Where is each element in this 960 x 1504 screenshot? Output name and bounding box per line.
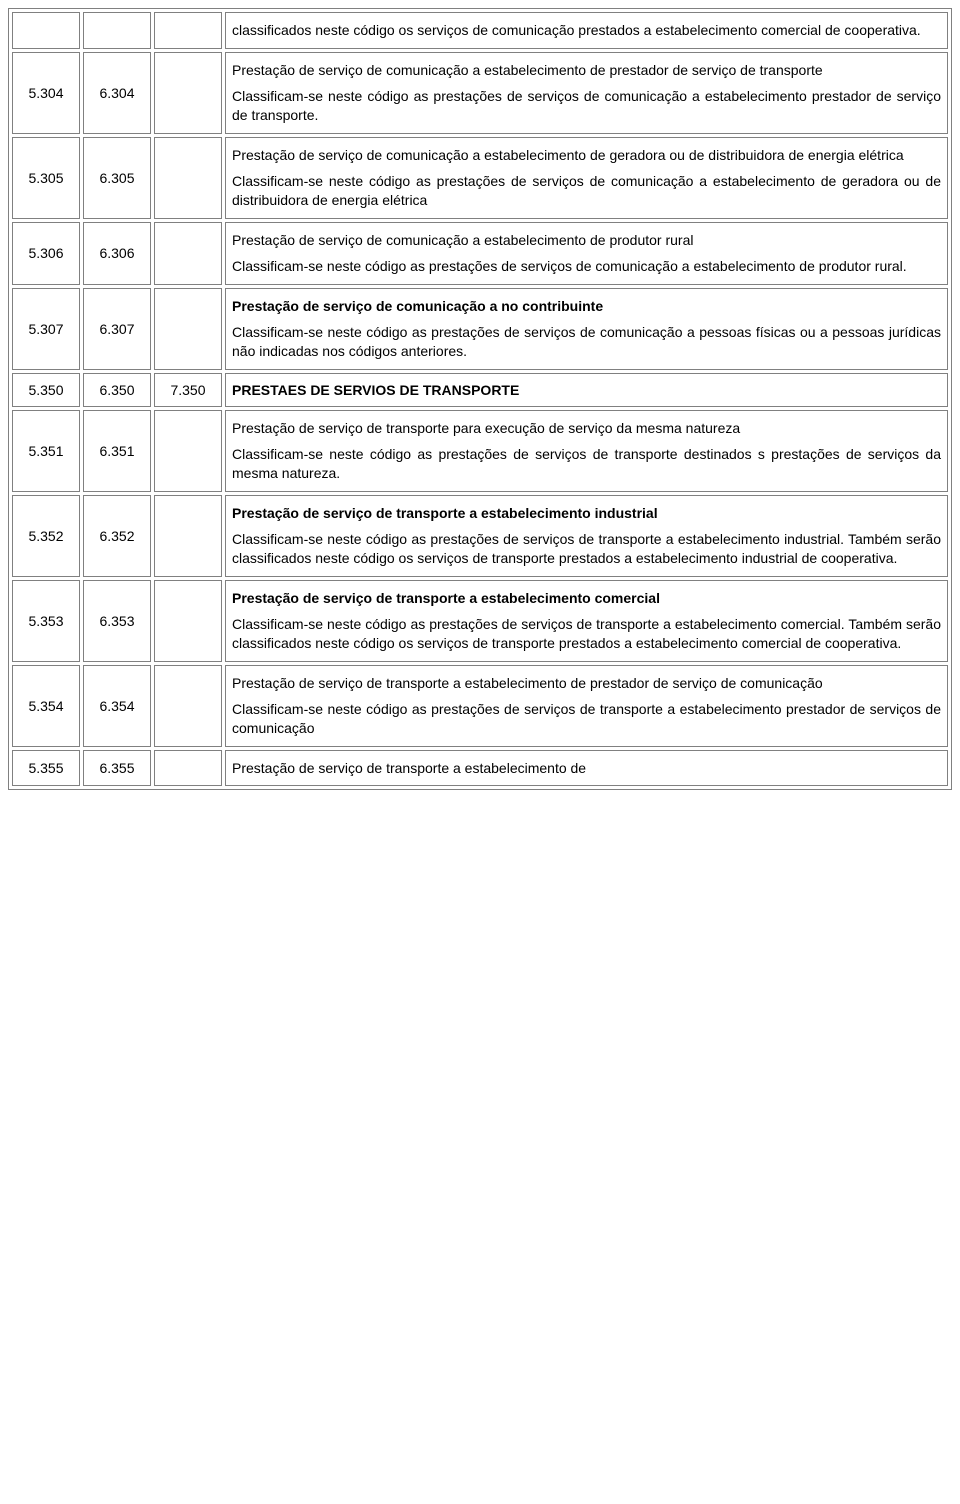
code-col-2: 6.352 — [83, 495, 151, 577]
description-body: Classificam-se neste código as prestaçõe… — [232, 87, 941, 125]
description-title: Prestação de serviço de transporte a est… — [232, 674, 941, 692]
description-cell: Prestação de serviço de transporte a est… — [225, 750, 948, 786]
description-title: Prestação de serviço de transporte para … — [232, 419, 941, 437]
table-row: 5.3546.354 Prestação de serviço de transp… — [12, 665, 948, 747]
description-title: Prestação de serviço de comunicação a es… — [232, 146, 941, 164]
code-col-1: 5.306 — [12, 222, 80, 285]
description-title: Prestação de serviço de transporte a est… — [232, 759, 941, 777]
code-col-3 — [154, 665, 222, 747]
description-body: classificados neste código os serviços d… — [232, 21, 941, 40]
description-cell: PRESTAES DE SERVIOS DE TRANSPORTE — [225, 373, 948, 407]
table-row: 5.3526.352 Prestação de serviço de transp… — [12, 495, 948, 577]
table-row: 5.3056.305 Prestação de serviço de comuni… — [12, 137, 948, 219]
code-col-3: 7.350 — [154, 373, 222, 407]
description-cell: Prestação de serviço de comunicação a no… — [225, 288, 948, 370]
description-body: Classificam-se neste código as prestaçõe… — [232, 700, 941, 738]
code-col-2: 6.350 — [83, 373, 151, 407]
code-col-2 — [83, 12, 151, 49]
code-col-1: 5.304 — [12, 52, 80, 134]
table-row: 5.3516.351 Prestação de serviço de transp… — [12, 410, 948, 492]
code-col-1: 5.354 — [12, 665, 80, 747]
description-body: Classificam-se neste código as prestaçõe… — [232, 530, 941, 568]
code-col-2: 6.355 — [83, 750, 151, 786]
code-col-2: 6.306 — [83, 222, 151, 285]
code-col-3 — [154, 495, 222, 577]
table-row: 5.3536.353 Prestação de serviço de transp… — [12, 580, 948, 662]
description-body: Classificam-se neste código as prestaçõe… — [232, 445, 941, 483]
code-col-3 — [154, 410, 222, 492]
code-col-1: 5.350 — [12, 373, 80, 407]
description-body: Classificam-se neste código as prestaçõe… — [232, 615, 941, 653]
description-cell: Prestação de serviço de comunicação a es… — [225, 222, 948, 285]
code-col-1 — [12, 12, 80, 49]
description-body: Classificam-se neste código as prestaçõe… — [232, 323, 941, 361]
code-col-1: 5.305 — [12, 137, 80, 219]
description-title: Prestação de serviço de comunicação a es… — [232, 61, 941, 79]
code-col-3 — [154, 52, 222, 134]
code-col-2: 6.354 — [83, 665, 151, 747]
table-row: 5.3066.306 Prestação de serviço de comuni… — [12, 222, 948, 285]
code-col-2: 6.353 — [83, 580, 151, 662]
description-cell: Prestação de serviço de transporte a est… — [225, 580, 948, 662]
code-col-1: 5.355 — [12, 750, 80, 786]
code-col-3 — [154, 12, 222, 49]
code-col-3 — [154, 222, 222, 285]
code-col-1: 5.307 — [12, 288, 80, 370]
description-title: Prestação de serviço de transporte a est… — [232, 589, 941, 607]
description-cell: Prestação de serviço de comunicação a es… — [225, 52, 948, 134]
description-title: Prestação de serviço de comunicação a no… — [232, 297, 941, 315]
code-col-1: 5.353 — [12, 580, 80, 662]
table-row: 5.3506.3507.350 PRESTAES DE SERVIOS DE TR… — [12, 373, 948, 407]
description-cell: classificados neste código os serviços d… — [225, 12, 948, 49]
table-row: 5.3046.304 Prestação de serviço de comuni… — [12, 52, 948, 134]
table-row: 5.3076.307 Prestação de serviço de comuni… — [12, 288, 948, 370]
code-col-3 — [154, 288, 222, 370]
table-row: classificados neste código os serviços d… — [12, 12, 948, 49]
description-cell: Prestação de serviço de transporte a est… — [225, 665, 948, 747]
code-col-2: 6.305 — [83, 137, 151, 219]
code-col-3 — [154, 580, 222, 662]
description-cell: Prestação de serviço de comunicação a es… — [225, 137, 948, 219]
code-col-2: 6.307 — [83, 288, 151, 370]
code-col-3 — [154, 137, 222, 219]
description-cell: Prestação de serviço de transporte a est… — [225, 495, 948, 577]
description-title: Prestação de serviço de comunicação a es… — [232, 231, 941, 249]
description-title: PRESTAES DE SERVIOS DE TRANSPORTE — [232, 382, 941, 398]
code-col-3 — [154, 750, 222, 786]
codes-table: classificados neste código os serviços d… — [8, 8, 952, 790]
code-col-2: 6.351 — [83, 410, 151, 492]
description-title: Prestação de serviço de transporte a est… — [232, 504, 941, 522]
description-body: Classificam-se neste código as prestaçõe… — [232, 257, 941, 276]
description-cell: Prestação de serviço de transporte para … — [225, 410, 948, 492]
description-body: Classificam-se neste código as prestaçõe… — [232, 172, 941, 210]
table-row: 5.3556.355 Prestação de serviço de transp… — [12, 750, 948, 786]
code-col-2: 6.304 — [83, 52, 151, 134]
code-col-1: 5.351 — [12, 410, 80, 492]
code-col-1: 5.352 — [12, 495, 80, 577]
